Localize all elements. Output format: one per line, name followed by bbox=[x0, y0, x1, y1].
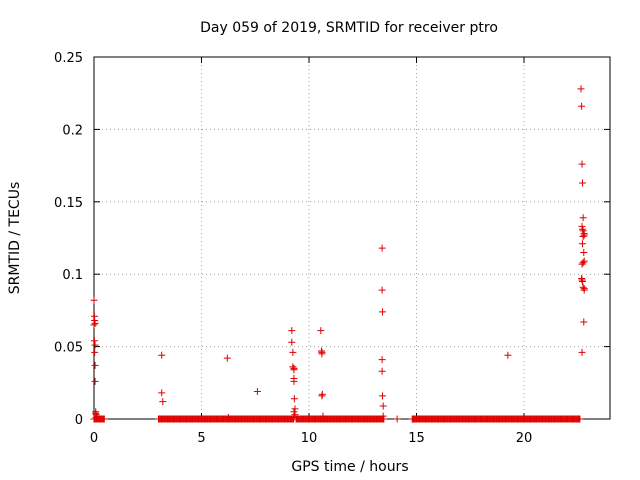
data-point bbox=[290, 366, 298, 374]
data-point bbox=[378, 244, 386, 252]
x-tick-label: 5 bbox=[197, 431, 205, 446]
data-point bbox=[578, 102, 586, 110]
data-point bbox=[288, 338, 296, 346]
data-point bbox=[91, 361, 99, 369]
y-axis-label: SRMTID / TECUs bbox=[7, 182, 23, 295]
data-point bbox=[379, 412, 387, 420]
data-point bbox=[317, 327, 325, 335]
data-point bbox=[580, 286, 588, 294]
y-tick-label: 0.25 bbox=[54, 51, 83, 66]
x-axis-label: GPS time / hours bbox=[291, 459, 408, 475]
data-point bbox=[578, 160, 586, 168]
data-point bbox=[579, 259, 587, 267]
data-point bbox=[224, 414, 232, 422]
data-point bbox=[580, 248, 588, 256]
y-tick-label: 0.15 bbox=[54, 196, 83, 211]
data-point bbox=[577, 85, 585, 93]
data-point bbox=[288, 327, 296, 335]
data-point bbox=[579, 233, 587, 241]
data-point bbox=[291, 411, 299, 419]
data-point bbox=[580, 318, 588, 326]
data-point bbox=[578, 348, 586, 356]
data-point bbox=[223, 354, 231, 362]
data-point bbox=[159, 398, 167, 406]
grid bbox=[94, 57, 610, 419]
data-point bbox=[91, 377, 99, 385]
data-point bbox=[380, 415, 388, 423]
data-point bbox=[319, 412, 327, 420]
x-tick-label: 20 bbox=[516, 431, 533, 446]
y-tick-label: 0.2 bbox=[62, 123, 83, 138]
data-point bbox=[576, 415, 584, 423]
data-point bbox=[91, 319, 99, 327]
data-point bbox=[379, 308, 387, 316]
data-point bbox=[91, 348, 99, 356]
data-point bbox=[318, 392, 326, 400]
data-point bbox=[90, 321, 98, 329]
data-point bbox=[379, 392, 387, 400]
axis-ticks: 0 5 10 15 20 0 0.05 0.1 0.15 0.2 0.25 bbox=[54, 51, 610, 446]
data-points bbox=[90, 85, 588, 423]
y-tick-label: 0.1 bbox=[62, 268, 83, 283]
data-point bbox=[290, 377, 298, 385]
x-tick-label: 0 bbox=[90, 431, 98, 446]
data-point bbox=[100, 415, 108, 423]
chart-title: Day 059 of 2019, SRMTID for receiver ptr… bbox=[200, 20, 498, 36]
plot-frame bbox=[93, 56, 611, 420]
data-point bbox=[578, 260, 586, 268]
data-point bbox=[91, 341, 99, 349]
data-point bbox=[90, 296, 98, 304]
data-point bbox=[158, 351, 166, 359]
data-point bbox=[318, 350, 326, 358]
data-point bbox=[290, 395, 298, 403]
data-point bbox=[158, 389, 166, 397]
data-point bbox=[578, 240, 586, 248]
data-point bbox=[578, 277, 586, 285]
data-point bbox=[578, 225, 586, 233]
data-point bbox=[378, 367, 386, 375]
data-point bbox=[253, 387, 261, 395]
y-tick-label: 0 bbox=[75, 413, 83, 428]
data-point bbox=[578, 179, 586, 187]
data-point bbox=[580, 231, 588, 239]
data-point bbox=[378, 286, 386, 294]
data-point bbox=[579, 214, 587, 222]
data-point bbox=[290, 414, 298, 422]
data-point bbox=[378, 356, 386, 364]
data-point bbox=[289, 363, 297, 371]
data-point bbox=[90, 337, 98, 345]
x-tick-label: 10 bbox=[301, 431, 318, 446]
y-tick-label: 0.05 bbox=[54, 341, 83, 356]
x-tick-label: 15 bbox=[408, 431, 425, 446]
data-point bbox=[379, 402, 387, 410]
data-point bbox=[289, 348, 297, 356]
data-point bbox=[393, 415, 401, 423]
data-point bbox=[579, 283, 587, 291]
data-point bbox=[504, 351, 512, 359]
data-point bbox=[93, 412, 101, 420]
data-point bbox=[92, 414, 100, 422]
